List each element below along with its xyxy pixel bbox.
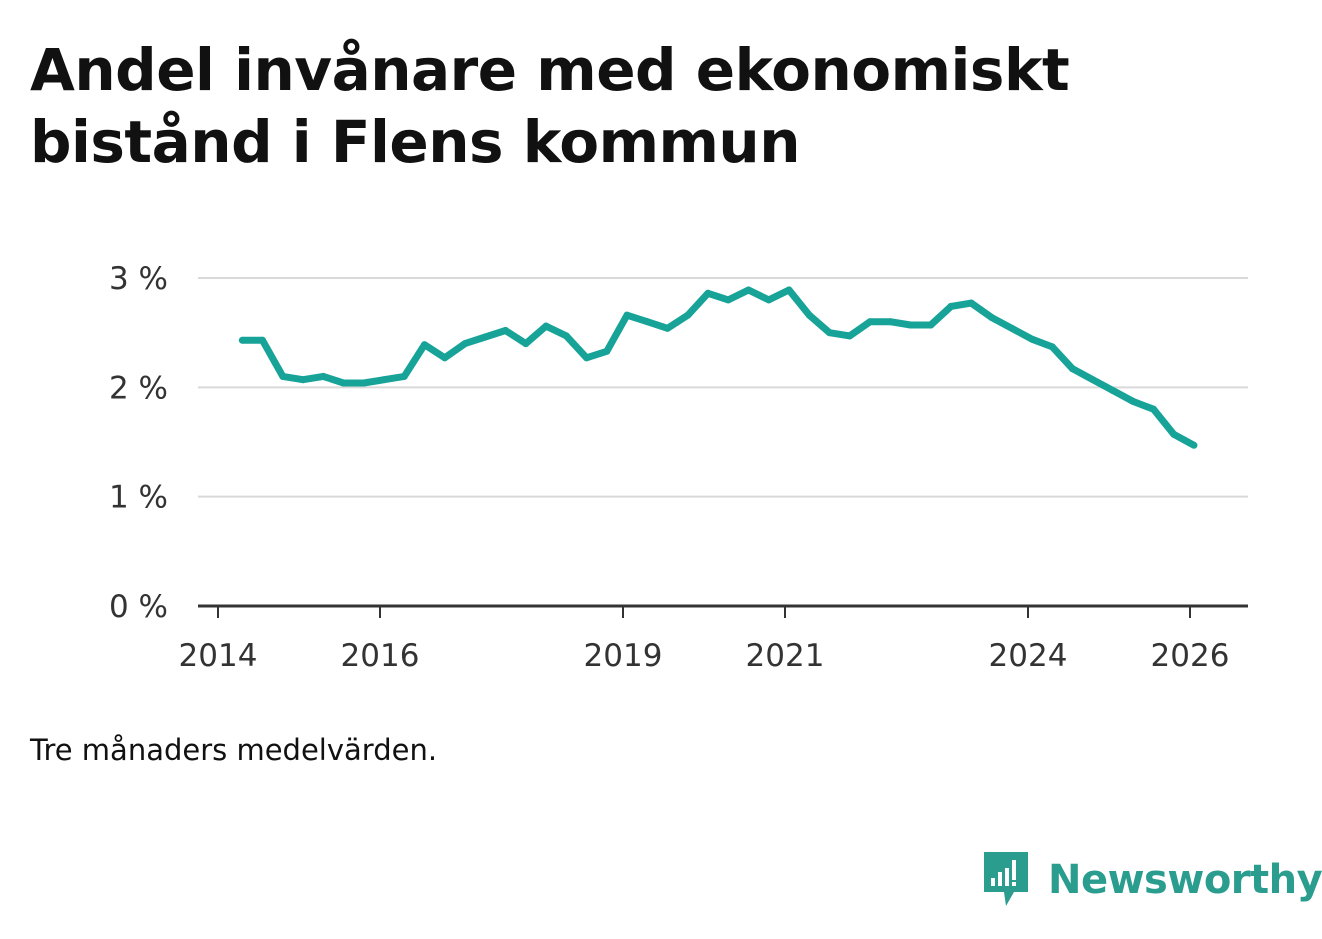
data-point	[907, 321, 914, 329]
data-point	[1089, 376, 1097, 384]
data-point	[1170, 430, 1178, 438]
data-point	[259, 336, 266, 344]
data-point	[461, 340, 469, 348]
x-tick-label: 2014	[179, 638, 258, 674]
data-point	[1109, 387, 1117, 395]
data-point	[522, 340, 530, 348]
data-point	[340, 379, 347, 387]
y-tick-label: 1 %	[109, 480, 168, 516]
data-point	[1150, 405, 1157, 413]
data-point	[805, 311, 813, 319]
y-tick-label: 0 %	[109, 589, 168, 625]
x-tick-label: 2026	[1151, 638, 1230, 674]
data-point	[846, 332, 854, 340]
data-point	[785, 286, 793, 294]
data-point	[400, 372, 408, 380]
data-point	[826, 329, 833, 337]
x-tick-label: 2016	[341, 638, 420, 674]
newsworthy-logo-icon	[984, 852, 1028, 906]
data-point	[947, 302, 955, 310]
data-point	[481, 333, 489, 341]
chart-title-line-1: Andel invånare med ekonomiskt	[30, 36, 1070, 104]
data-series-line	[242, 286, 1196, 449]
data-point	[279, 372, 287, 380]
data-point	[380, 376, 388, 384]
data-point	[542, 322, 550, 330]
data-point	[1190, 441, 1198, 449]
data-point	[724, 296, 732, 304]
data-point	[319, 372, 327, 380]
x-tick-label: 2024	[989, 638, 1068, 674]
data-point	[562, 332, 570, 340]
brand-name: Newsworthy	[1048, 857, 1322, 903]
data-point	[866, 318, 874, 326]
data-point	[1008, 324, 1016, 332]
data-point	[238, 336, 246, 344]
data-point	[603, 347, 611, 355]
chart-title-line-2: bistånd i Flens kommun	[30, 108, 801, 176]
newsworthy-logo[interactable]: Newsworthy	[980, 848, 1322, 912]
data-point	[664, 324, 671, 332]
data-point	[583, 354, 590, 362]
data-point	[1028, 335, 1036, 343]
data-point	[927, 321, 935, 329]
data-point	[886, 318, 894, 326]
line-chart: 0 % 1 % 2 % 3 % 2014 2016 2019 2021 2024 2026	[109, 261, 1248, 674]
data-point	[1048, 343, 1056, 351]
chart-note: Tre månaders medelvärden.	[30, 733, 438, 767]
x-tick-label: 2019	[584, 638, 663, 674]
data-point	[623, 311, 631, 319]
chart-title: Andel invånare med ekonomiskt bistånd i …	[30, 34, 1230, 178]
data-point	[299, 376, 307, 384]
data-point	[502, 327, 509, 334]
data-point	[704, 289, 712, 297]
data-point	[1069, 365, 1076, 373]
data-point	[643, 318, 651, 326]
y-tick-label: 3 %	[109, 261, 168, 297]
data-point	[745, 286, 752, 294]
data-point	[967, 299, 975, 307]
y-tick-label: 2 %	[109, 370, 168, 406]
data-point	[441, 354, 449, 362]
data-point	[684, 311, 692, 319]
data-point	[1129, 398, 1137, 405]
data-point	[421, 341, 428, 349]
x-tick-label: 2021	[746, 638, 825, 674]
data-point	[765, 296, 773, 304]
data-point	[360, 379, 368, 387]
data-point	[988, 313, 995, 321]
